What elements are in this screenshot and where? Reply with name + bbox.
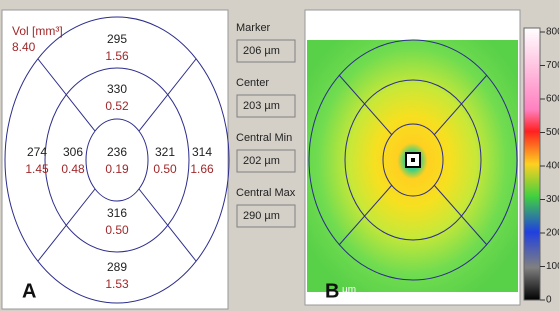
sector-volume: 1.56 [105, 49, 129, 63]
scale-bar [524, 28, 540, 300]
field-label: Central Min [236, 132, 292, 144]
field-label: Marker [236, 22, 271, 34]
panel-label: A [22, 280, 36, 302]
sector-volume: 0.50 [105, 223, 129, 237]
scale-label: 300 [546, 194, 559, 205]
field-value: 206 µm [243, 45, 280, 57]
marker-dot [411, 158, 415, 162]
field-value: 202 µm [243, 155, 280, 167]
thickness-grid: Vol [mm³] 8.40 236 0.19 330 0.52 295 1.56 306 0… [2, 10, 229, 309]
sector-thickness: 295 [107, 32, 127, 46]
fields: Marker 206 µm Center 203 µm Central Min 202 µ… [236, 22, 296, 227]
sector-volume: 0.50 [153, 162, 177, 176]
scale-label: 600 [546, 94, 559, 105]
field-label: Center [236, 77, 269, 89]
sector-thickness: 316 [107, 206, 127, 220]
sector-volume: 1.45 [25, 162, 49, 176]
scale-label: 0 [546, 295, 552, 306]
unit: µm [342, 285, 356, 296]
vol-label: Vol [mm³] [12, 24, 63, 38]
sector-thickness: 289 [107, 260, 127, 274]
sector-thickness: 321 [155, 145, 175, 159]
field-label: Central Max [236, 187, 296, 199]
scale-label: 400 [546, 161, 559, 172]
field-value: 290 µm [243, 210, 280, 222]
scale-label: 700 [546, 60, 559, 71]
scale-label: 500 [546, 127, 559, 138]
sector-thickness: 274 [27, 145, 47, 159]
panel-label: B [325, 280, 339, 302]
scale-label: 100 [546, 261, 559, 272]
screen: Vol [mm³] 8.40 236 0.19 330 0.52 295 1.56 306 0… [0, 0, 559, 311]
sector-volume: 0.52 [105, 99, 129, 113]
scale-label: 800 [546, 27, 559, 38]
sector-volume: 0.19 [105, 162, 129, 176]
sector-thickness: 236 [107, 145, 127, 159]
color-scale: 800 700 600 500 400 300 200 100 0 [524, 27, 559, 306]
scale-label: 200 [546, 228, 559, 239]
vol-total: 8.40 [12, 40, 36, 54]
sector-volume: 1.66 [190, 162, 214, 176]
sector-thickness: 330 [107, 82, 127, 96]
sector-volume: 1.53 [105, 277, 129, 291]
scale-ticks: 800 700 600 500 400 300 200 100 0 [540, 27, 559, 306]
field-value: 203 µm [243, 100, 280, 112]
thickness-map: B µm [305, 10, 520, 305]
sector-thickness: 306 [63, 145, 83, 159]
sector-thickness: 314 [192, 145, 212, 159]
sector-volume: 0.48 [61, 162, 85, 176]
